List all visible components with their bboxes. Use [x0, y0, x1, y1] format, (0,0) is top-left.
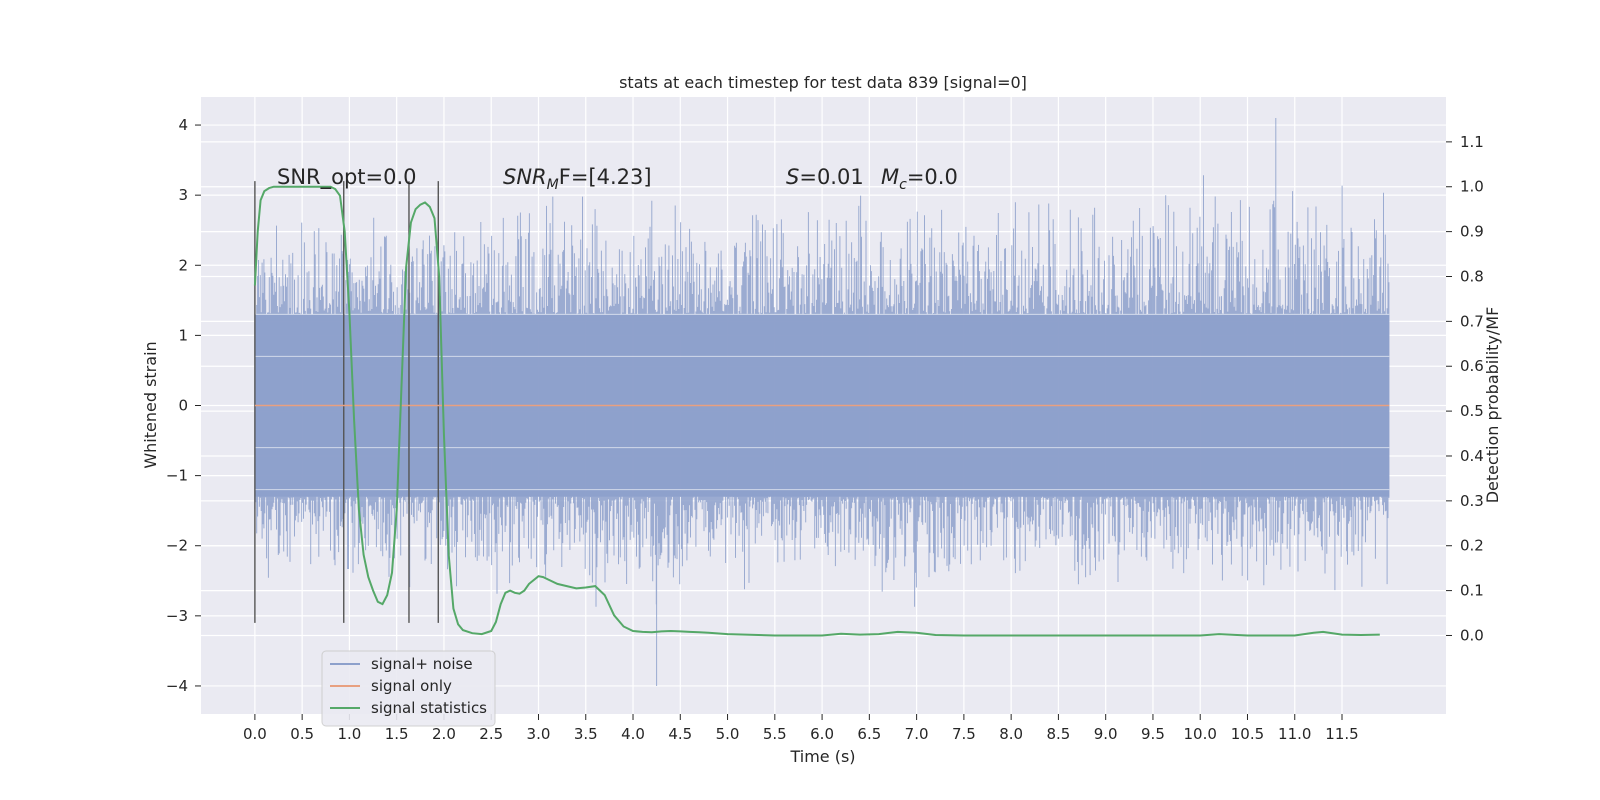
- x-tick-label: 4.0: [621, 725, 645, 743]
- annotation-mc: Mc=0.0: [881, 165, 958, 193]
- annotation-mc-sub: c: [899, 177, 907, 193]
- y-tick-label: 4: [178, 116, 188, 134]
- y-tick-label: −1: [166, 467, 188, 485]
- annotation-mc-label: M: [881, 165, 899, 189]
- series-lines: [253, 185, 1390, 637]
- y2-tick-label: 0.5: [1460, 402, 1484, 420]
- annotation-snr-mf-pre: SNR: [503, 165, 547, 189]
- y-tick-label: 0: [178, 397, 188, 415]
- y2-tick-label: 0.2: [1460, 537, 1484, 555]
- legend-label-signal-noise: signal+ noise: [371, 655, 473, 673]
- y-axis-label: Whitened strain: [141, 341, 160, 468]
- x-tick-label: 0.0: [243, 725, 267, 743]
- x-tick-label: 6.0: [810, 725, 834, 743]
- y2-axis-label: Detection probability/MF: [1483, 307, 1502, 504]
- x-tick-label: 6.5: [857, 725, 881, 743]
- annotation-snr-mf-sub: M: [547, 177, 559, 193]
- x-tick-label: 1.0: [337, 725, 361, 743]
- signal-statistics-line: [253, 185, 1380, 637]
- y-tick-label: −3: [166, 607, 188, 625]
- annotation-snr-mf: SNRMF=[4.23]: [503, 165, 652, 193]
- y2-tick-label: 0.7: [1460, 312, 1484, 330]
- y2-tick-label: 0.3: [1460, 492, 1484, 510]
- x-tick-label: 1.5: [385, 725, 409, 743]
- x-tick-label: 10.5: [1231, 725, 1264, 743]
- x-tick-label: 9.5: [1141, 725, 1165, 743]
- x-tick-label: 3.5: [574, 725, 598, 743]
- y-tick-label: 1: [178, 326, 188, 344]
- y-tick-label: −2: [166, 537, 188, 555]
- x-tick-label: 0.5: [290, 725, 314, 743]
- y2-tick-label: 0.1: [1460, 582, 1484, 600]
- annotation-snr-mf-post: F=[4.23]: [559, 165, 652, 189]
- annotation-s: S=0.01: [786, 165, 864, 189]
- x-tick-label: 7.5: [952, 725, 976, 743]
- annotation-s-label: S: [786, 165, 799, 189]
- legend-box: [321, 650, 496, 727]
- x-tick-label: 5.5: [763, 725, 787, 743]
- annotation-mc-value: =0.0: [907, 165, 958, 189]
- x-axis-label: Time (s): [789, 747, 855, 766]
- annotation-snr-opt: SNR_opt=0.0: [277, 165, 417, 190]
- y-tick-label: −4: [166, 677, 188, 695]
- x-tick-label: 10.0: [1184, 725, 1217, 743]
- x-tick-label: 2.5: [479, 725, 503, 743]
- x-tick-label: 9.0: [1094, 725, 1118, 743]
- y-tick-label: 2: [178, 256, 188, 274]
- chart-title: stats at each timestep for test data 839…: [619, 73, 1027, 92]
- annotation-s-value: =0.01: [799, 165, 863, 189]
- y2-tick-label: 0.4: [1460, 447, 1484, 465]
- x-tick-label: 2.0: [432, 725, 456, 743]
- y2-tick-label: 0.6: [1460, 357, 1484, 375]
- x-tick-label: 4.5: [668, 725, 692, 743]
- y2-tick-label: 0.8: [1460, 267, 1484, 285]
- legend-label-signal-only: signal only: [371, 677, 452, 695]
- y-tick-label: 3: [178, 186, 188, 204]
- legend-label-signal-statistics: signal statistics: [371, 699, 487, 717]
- y2-tick-label: 0.9: [1460, 223, 1484, 241]
- y2-tick-label: 1.0: [1460, 178, 1484, 196]
- x-tick-label: 8.0: [999, 725, 1023, 743]
- legend: signal+ noise signal only signal statist…: [321, 650, 496, 727]
- ticks: 0.0 0.5 1.0 1.5 2.0 2.5 3.0 3.5 4.0 4.5 5.0 5.5 6.0 6…: [166, 116, 1484, 743]
- x-tick-label: 7.0: [905, 725, 929, 743]
- x-tick-label: 8.5: [1046, 725, 1070, 743]
- x-tick-label: 5.0: [716, 725, 740, 743]
- x-tick-label: 11.0: [1278, 725, 1311, 743]
- x-tick-label: 11.5: [1325, 725, 1358, 743]
- y2-tick-label: 0.0: [1460, 626, 1484, 644]
- y2-tick-label: 1.1: [1460, 133, 1484, 151]
- x-tick-label: 3.0: [527, 725, 551, 743]
